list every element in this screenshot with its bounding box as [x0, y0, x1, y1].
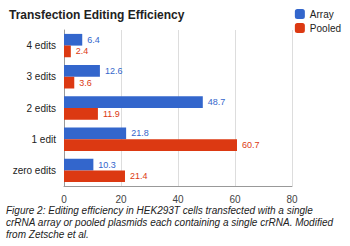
svg-text:10.3: 10.3	[98, 160, 116, 170]
svg-text:from Zetsche et al.: from Zetsche et al.	[6, 229, 89, 240]
svg-text:60.7: 60.7	[242, 140, 260, 150]
svg-text:48.7: 48.7	[208, 97, 226, 107]
svg-text:0: 0	[61, 194, 67, 205]
svg-text:Pooled: Pooled	[310, 23, 341, 34]
svg-text:3 edits: 3 edits	[27, 71, 56, 82]
svg-text:2 edits: 2 edits	[27, 103, 56, 114]
svg-text:Transfection Editing Efficienc: Transfection Editing Efficiency	[9, 8, 185, 22]
svg-text:Array: Array	[310, 9, 334, 20]
svg-text:21.8: 21.8	[131, 128, 149, 138]
svg-text:20: 20	[115, 194, 127, 205]
svg-text:60: 60	[229, 194, 241, 205]
svg-text:11.9: 11.9	[103, 109, 120, 119]
svg-text:6.4: 6.4	[87, 35, 100, 45]
svg-text:4 edits: 4 edits	[27, 40, 56, 51]
svg-text:Figure 2: Editing efficiency i: Figure 2: Editing efficiency in HEK293T …	[6, 205, 316, 216]
svg-text:crRNA array or pooled plasmids: crRNA array or pooled plasmids each cont…	[6, 217, 336, 228]
svg-text:80: 80	[286, 194, 298, 205]
svg-text:2.4: 2.4	[76, 46, 89, 56]
svg-text:1 edit: 1 edit	[32, 134, 57, 145]
svg-text:12.6: 12.6	[105, 66, 123, 76]
svg-text:zero edits: zero edits	[13, 165, 56, 176]
svg-text:21.4: 21.4	[130, 171, 148, 181]
svg-text:40: 40	[172, 194, 184, 205]
svg-text:3.6: 3.6	[79, 78, 92, 88]
